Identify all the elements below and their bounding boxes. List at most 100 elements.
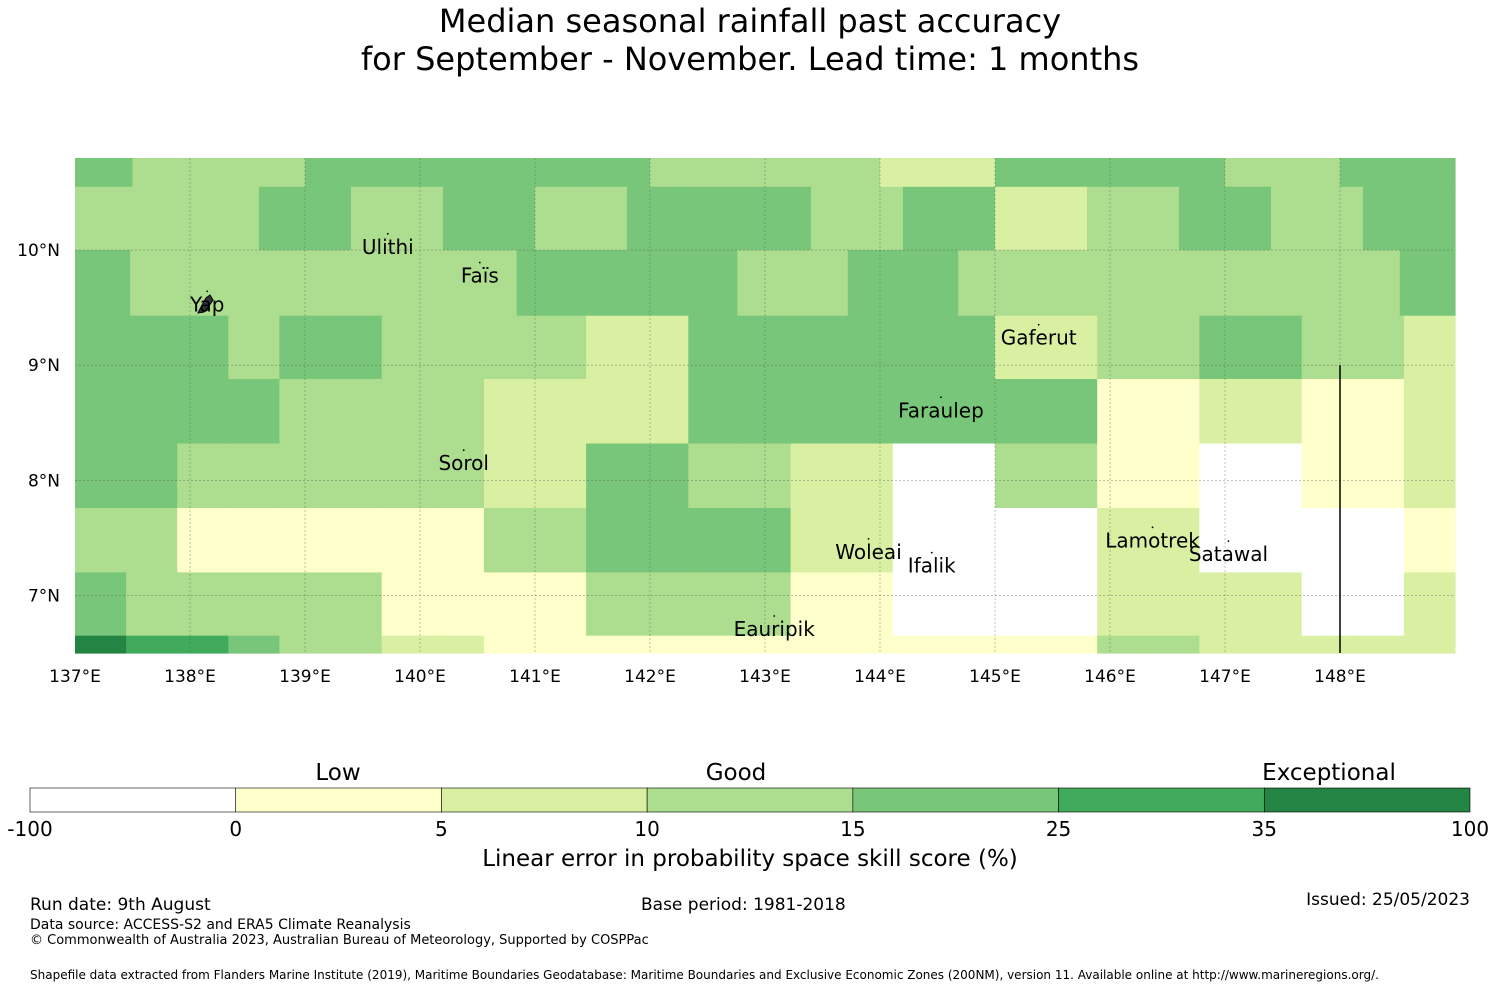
longitude-tick-label: 140°E — [394, 667, 446, 687]
skill-cell — [958, 250, 1014, 317]
skill-cell — [177, 443, 229, 509]
skill-cell — [1301, 443, 1354, 509]
yap-island-shape — [197, 294, 214, 314]
skill-cell — [586, 508, 638, 574]
skill-cell — [1363, 186, 1410, 251]
skill-cell — [305, 158, 364, 188]
skill-cell — [1179, 250, 1235, 317]
skill-cell — [126, 635, 178, 654]
skill-cell — [1148, 572, 1200, 637]
island-dot — [773, 615, 776, 617]
skill-cell — [790, 508, 843, 574]
island-label: Satawal — [1189, 542, 1268, 566]
skill-cell — [477, 158, 536, 188]
island-label: Woleai — [835, 540, 902, 564]
skill-cell — [1352, 379, 1405, 445]
skill-cell — [75, 186, 122, 251]
skill-cell — [75, 508, 127, 574]
skill-cell — [177, 508, 229, 574]
skill-cell — [185, 250, 242, 317]
skill-cell — [1123, 250, 1180, 317]
skill-cell — [1409, 186, 1456, 251]
skill-cell — [1234, 250, 1290, 317]
island-label: Lamotrek — [1105, 528, 1200, 552]
skill-cell — [841, 315, 894, 380]
skill-cell — [841, 443, 894, 509]
skill-cell — [841, 508, 894, 574]
skill-cell — [688, 635, 740, 654]
skill-cell — [1250, 379, 1303, 445]
skill-cell — [126, 508, 178, 574]
longitude-tick-label: 144°E — [854, 667, 906, 687]
skill-cell — [130, 250, 186, 317]
skill-cell — [483, 508, 536, 574]
colorbar-tick-label: 100 — [1450, 817, 1490, 841]
skill-cell — [177, 572, 229, 637]
skill-cell — [995, 379, 1047, 445]
skill-cell — [1046, 508, 1098, 574]
skill-cell — [132, 158, 191, 188]
skill-cell — [75, 443, 127, 509]
skill-cell — [737, 250, 794, 317]
skill-cell — [1317, 186, 1364, 251]
skill-cell — [126, 443, 178, 509]
skill-cell — [213, 186, 260, 251]
skill-cell — [1097, 572, 1149, 637]
skill-cell — [1097, 315, 1149, 380]
skill-cell — [995, 443, 1047, 509]
skill-cell — [1046, 379, 1098, 445]
colorbar-segment — [1263, 787, 1471, 813]
latitude-ticks: 10°N 9°N 8°N 7°N — [17, 241, 60, 606]
skill-cell — [1225, 186, 1272, 251]
skill-cell — [126, 572, 178, 637]
skill-cell — [177, 379, 229, 445]
latitude-tick-label: 8°N — [28, 471, 60, 491]
longitude-tick-label: 141°E — [509, 667, 561, 687]
island-label: Faraulep — [898, 398, 984, 422]
skill-cell — [535, 635, 587, 654]
colorbar-segment — [441, 787, 648, 813]
skill-cell — [1148, 443, 1200, 509]
skill-cell — [483, 315, 536, 380]
skill-cell — [995, 508, 1047, 574]
skill-cell — [443, 186, 490, 251]
longitude-tick-label: 142°E — [624, 667, 676, 687]
skill-cell — [240, 250, 297, 317]
skill-cell — [943, 443, 996, 509]
skill-cell — [673, 186, 720, 251]
skill-cell — [381, 315, 434, 380]
skill-cell — [330, 379, 383, 445]
latitude-tick-label: 10°N — [17, 241, 60, 261]
skill-cell — [295, 250, 352, 317]
skill-cell — [1250, 508, 1303, 574]
skill-cell — [586, 379, 638, 445]
skill-cell — [432, 508, 485, 574]
island-dot — [206, 290, 209, 293]
skill-cell — [381, 443, 434, 509]
skill-cell — [586, 315, 638, 380]
skill-cell — [228, 508, 280, 574]
skill-cell — [535, 158, 594, 188]
skill-cell — [1133, 186, 1180, 251]
skill-cell — [228, 379, 280, 445]
island-label: Yap — [189, 292, 224, 316]
island-dot — [1227, 540, 1230, 543]
skill-cell — [765, 186, 812, 251]
skill-cell — [1046, 635, 1098, 654]
category-exceptional: Exceptional — [1262, 760, 1396, 786]
colorbar-segment — [235, 787, 442, 813]
island-dot — [386, 232, 389, 235]
skill-cell — [790, 635, 843, 654]
skill-cell — [432, 572, 485, 637]
island-label: Ifalik — [908, 554, 956, 578]
skill-cell — [995, 158, 1054, 188]
skill-cell — [719, 186, 766, 251]
skill-cell — [126, 315, 178, 380]
skill-map: Ulithi Faïs Yap Gaferut Faraulep Sorol WoleaiI… — [17, 158, 1456, 687]
island-label: Faïs — [461, 264, 499, 288]
skill-cell — [790, 315, 843, 380]
skill-cell — [432, 315, 485, 380]
colorbar-tick-label: 35 — [1251, 817, 1278, 841]
skill-cell — [637, 379, 689, 445]
skill-cell — [943, 508, 996, 574]
